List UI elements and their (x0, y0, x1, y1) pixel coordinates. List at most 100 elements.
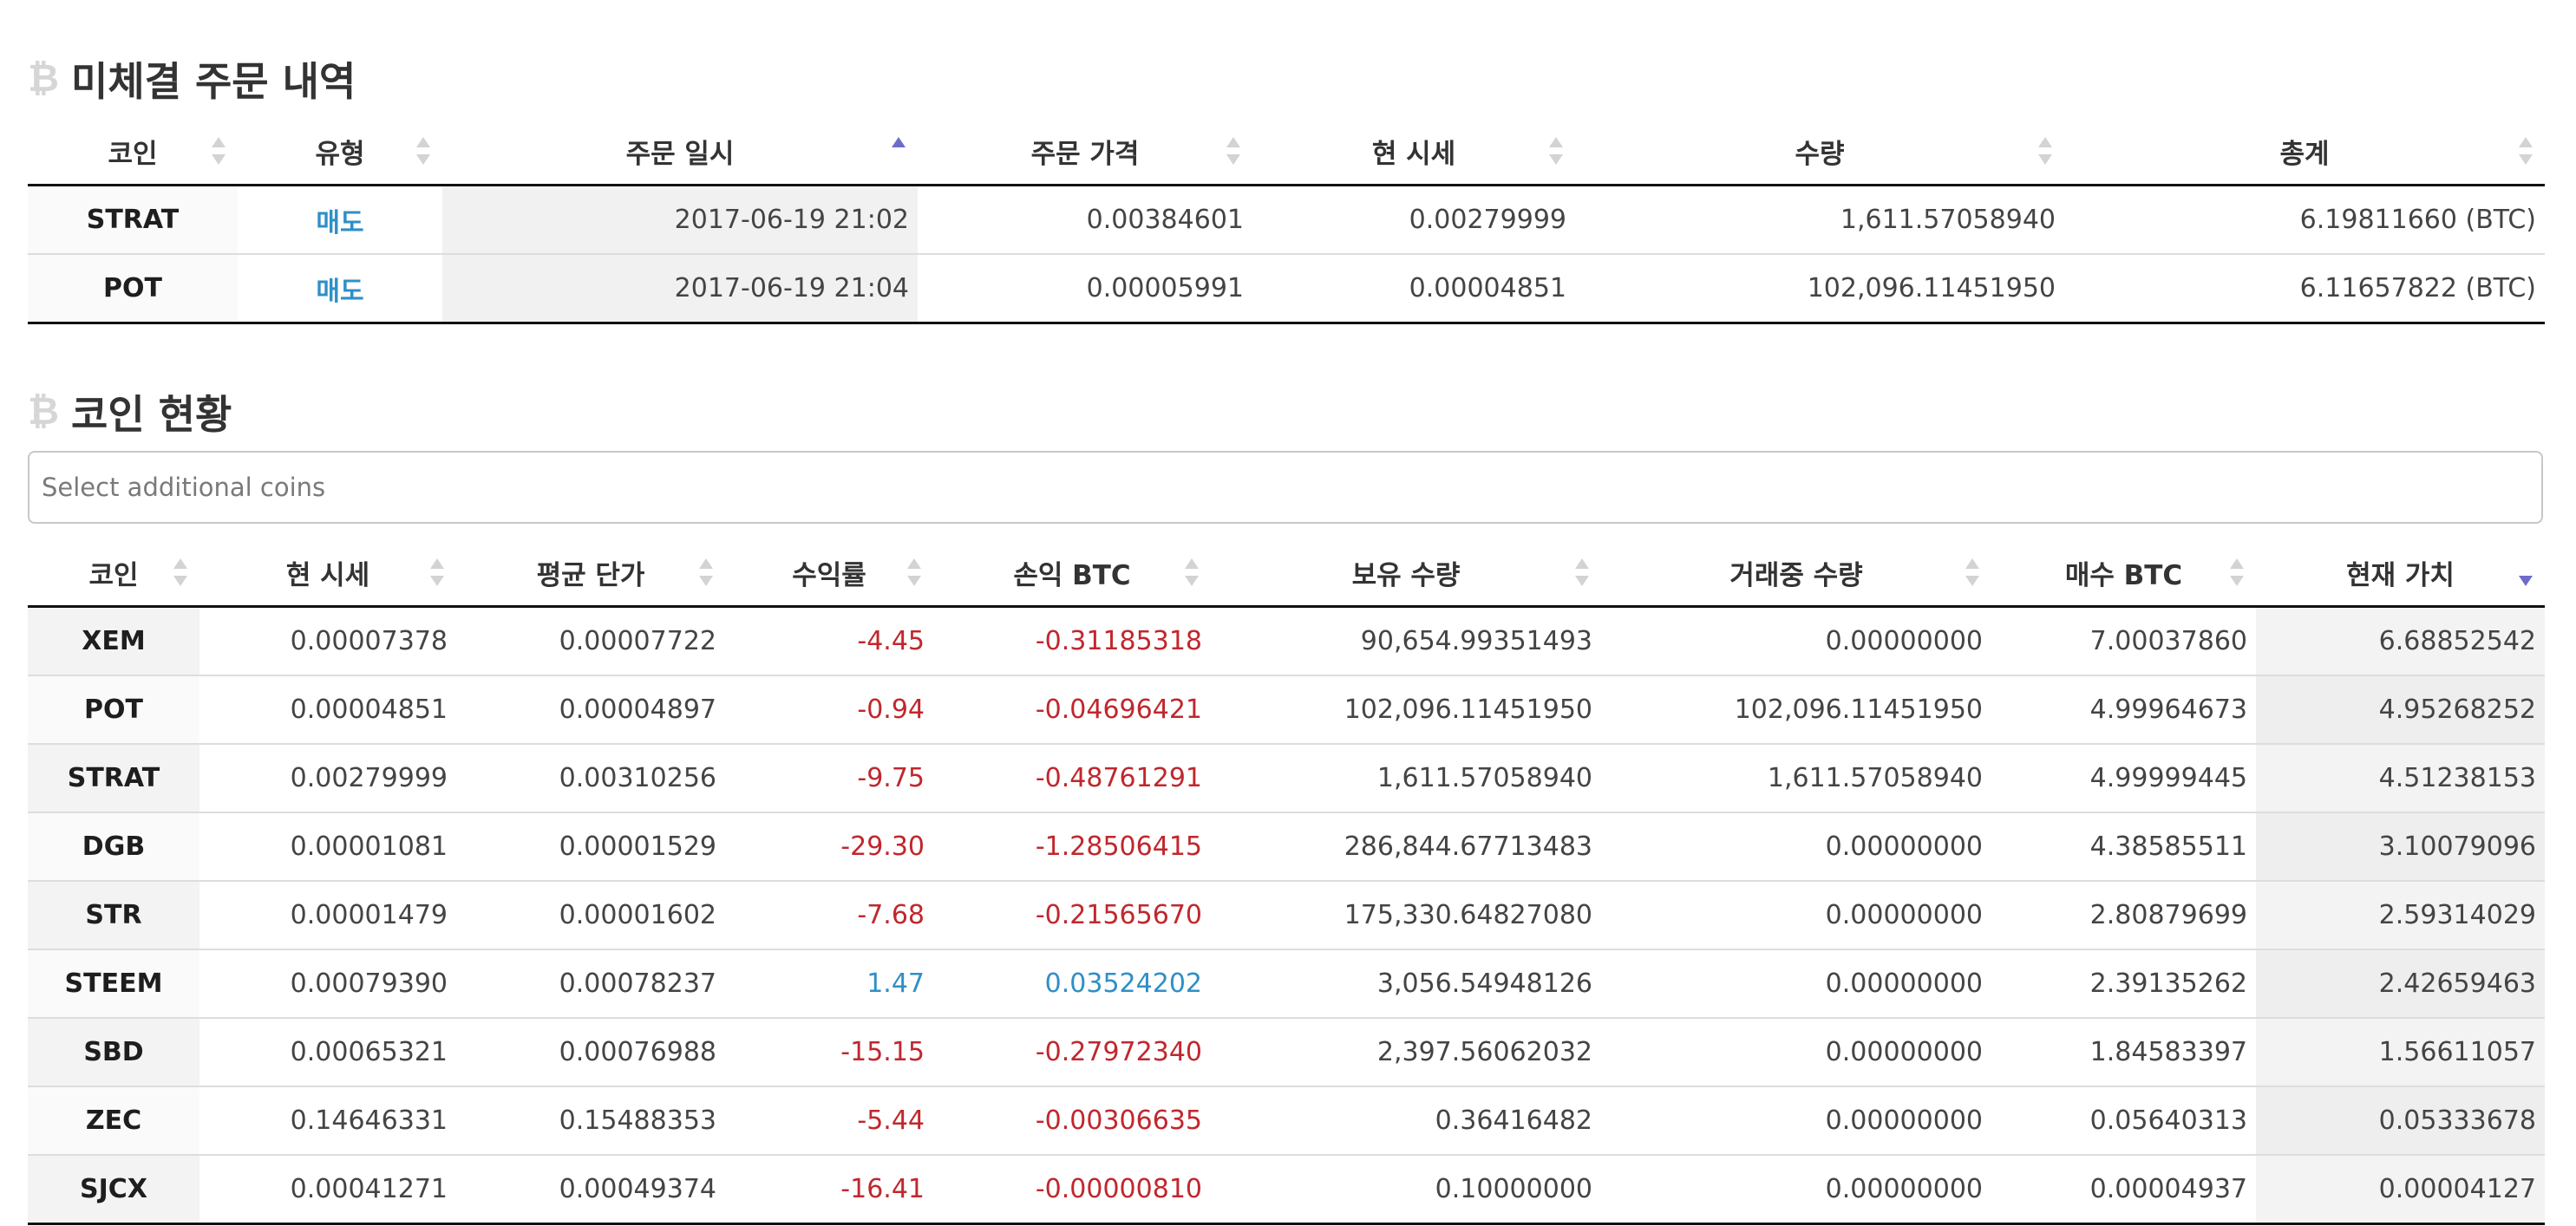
col-header-total[interactable]: 총계 (2064, 118, 2545, 186)
order-quantity: 1,611.57058940 (1575, 185, 2064, 255)
status-return-rate: -9.75 (725, 744, 933, 813)
status-holding-quantity: 1,611.57058940 (1211, 744, 1601, 813)
col-header-coin[interactable]: 코인 (28, 539, 199, 608)
table-row: XEM 0.00007378 0.00007722 -4.45 -0.31185318 9… (28, 606, 2545, 676)
status-coin: STRAT (28, 744, 199, 813)
status-trading-quantity: 0.00000000 (1601, 949, 1991, 1019)
status-current-value: 0.00004127 (2256, 1155, 2545, 1225)
col-header-order-time[interactable]: 주문 일시 (442, 118, 918, 186)
status-trading-quantity: 0.00000000 (1601, 812, 1991, 882)
status-return-rate: 1.47 (725, 949, 933, 1019)
bitcoin-icon: ₿ (28, 56, 59, 101)
status-current-value: 6.68852542 (2256, 606, 2545, 676)
status-coin: DGB (28, 812, 199, 882)
status-current-value: 4.51238153 (2256, 744, 2545, 813)
status-pnl-btc: -0.31185318 (933, 606, 1211, 676)
status-average-price: 0.00001602 (456, 881, 725, 950)
sort-icon (430, 558, 444, 586)
status-holding-quantity: 175,330.64827080 (1211, 881, 1601, 950)
col-header-buy-btc[interactable]: 매수 BTC (1991, 539, 2256, 608)
status-return-rate: -7.68 (725, 881, 933, 950)
order-type-link[interactable]: 매도 (238, 254, 442, 324)
order-quantity: 102,096.11451950 (1575, 254, 2064, 324)
col-header-current-price[interactable]: 현 시세 (1252, 118, 1575, 186)
status-current-value: 2.59314029 (2256, 881, 2545, 950)
status-holding-quantity: 286,844.67713483 (1211, 812, 1601, 882)
status-buy-btc: 4.38585511 (1991, 812, 2256, 882)
sort-icon (2519, 137, 2533, 165)
order-type-link[interactable]: 매도 (238, 185, 442, 255)
table-row: SJCX 0.00041271 0.00049374 -16.41 -0.0000081… (28, 1155, 2545, 1225)
table-row: SBD 0.00065321 0.00076988 -15.15 -0.27972340… (28, 1018, 2545, 1087)
col-header-coin[interactable]: 코인 (28, 118, 238, 186)
col-header-holding-quantity[interactable]: 보유 수량 (1211, 539, 1601, 608)
status-average-price: 0.00076988 (456, 1018, 725, 1087)
status-trading-quantity: 102,096.11451950 (1601, 675, 1991, 745)
status-trading-quantity: 0.00000000 (1601, 1086, 1991, 1156)
status-return-rate: -4.45 (725, 606, 933, 676)
table-header-row: 코인 현 시세 평균 단가 수익률 손익 BTC 보유 수량 거래중 수량 매수… (28, 539, 2545, 608)
status-current-price: 0.00041271 (199, 1155, 456, 1225)
order-price: 0.00005991 (918, 254, 1252, 324)
status-buy-btc: 1.84583397 (1991, 1018, 2256, 1087)
col-header-pnl-btc[interactable]: 손익 BTC (933, 539, 1211, 608)
status-pnl-btc: -0.00000810 (933, 1155, 1211, 1225)
bitcoin-icon: ₿ (28, 389, 59, 434)
open-orders-title: 미체결 주문 내역 (71, 58, 356, 105)
status-trading-quantity: 0.00000000 (1601, 1018, 1991, 1087)
status-holding-quantity: 0.36416482 (1211, 1086, 1601, 1156)
status-current-price: 0.00279999 (199, 744, 456, 813)
col-header-trading-quantity[interactable]: 거래중 수량 (1601, 539, 1991, 608)
status-current-value: 0.05333678 (2256, 1086, 2545, 1156)
table-header-row: 코인 유형 주문 일시 주문 가격 현 시세 수량 총계 (28, 118, 2545, 186)
coin-status-heading: ₿ 코인 현황 (26, 383, 232, 440)
col-header-quantity[interactable]: 수량 (1575, 118, 2064, 186)
col-header-current-value[interactable]: 현재 가치 (2256, 539, 2545, 608)
status-trading-quantity: 1,611.57058940 (1601, 744, 1991, 813)
status-current-value: 3.10079096 (2256, 812, 2545, 882)
col-header-return-rate[interactable]: 수익률 (725, 539, 933, 608)
col-header-type[interactable]: 유형 (238, 118, 442, 186)
col-header-order-price[interactable]: 주문 가격 (918, 118, 1252, 186)
status-coin: STEEM (28, 949, 199, 1019)
status-average-price: 0.00049374 (456, 1155, 725, 1225)
sort-icon (416, 137, 430, 165)
sort-icon (699, 558, 713, 586)
order-time: 2017-06-19 21:02 (442, 185, 918, 255)
status-pnl-btc: -0.00306635 (933, 1086, 1211, 1156)
status-pnl-btc: -0.04696421 (933, 675, 1211, 745)
order-coin: STRAT (28, 185, 238, 255)
sort-icon (1575, 558, 1589, 586)
status-coin: POT (28, 675, 199, 745)
status-current-price: 0.00007378 (199, 606, 456, 676)
status-current-price: 0.14646331 (199, 1086, 456, 1156)
status-coin: XEM (28, 606, 199, 676)
status-average-price: 0.00001529 (456, 812, 725, 882)
col-header-average-price[interactable]: 평균 단가 (456, 539, 725, 608)
status-return-rate: -0.94 (725, 675, 933, 745)
order-coin: POT (28, 254, 238, 324)
sort-icon (1965, 558, 1979, 586)
status-current-value: 2.42659463 (2256, 949, 2545, 1019)
coin-select-input[interactable] (28, 451, 2543, 524)
sort-icon (1226, 137, 1240, 165)
table-row: STR 0.00001479 0.00001602 -7.68 -0.21565670 1… (28, 881, 2545, 950)
status-trading-quantity: 0.00000000 (1601, 881, 1991, 950)
col-header-current-price[interactable]: 현 시세 (199, 539, 456, 608)
sort-desc-icon (2519, 558, 2533, 586)
table-row: STRAT 매도 2017-06-19 21:02 0.00384601 0.0… (28, 185, 2545, 255)
sort-icon (2038, 137, 2052, 165)
status-current-price: 0.00001081 (199, 812, 456, 882)
status-trading-quantity: 0.00000000 (1601, 1155, 1991, 1225)
sort-icon (1185, 558, 1199, 586)
table-row: STEEM 0.00079390 0.00078237 1.47 0.03524202 3… (28, 949, 2545, 1019)
sort-icon (1549, 137, 1563, 165)
status-buy-btc: 7.00037860 (1991, 606, 2256, 676)
sort-icon (212, 137, 226, 165)
status-buy-btc: 2.39135262 (1991, 949, 2256, 1019)
status-return-rate: -15.15 (725, 1018, 933, 1087)
table-row: POT 매도 2017-06-19 21:04 0.00005991 0.000… (28, 254, 2545, 324)
status-average-price: 0.00078237 (456, 949, 725, 1019)
status-current-price: 0.00004851 (199, 675, 456, 745)
